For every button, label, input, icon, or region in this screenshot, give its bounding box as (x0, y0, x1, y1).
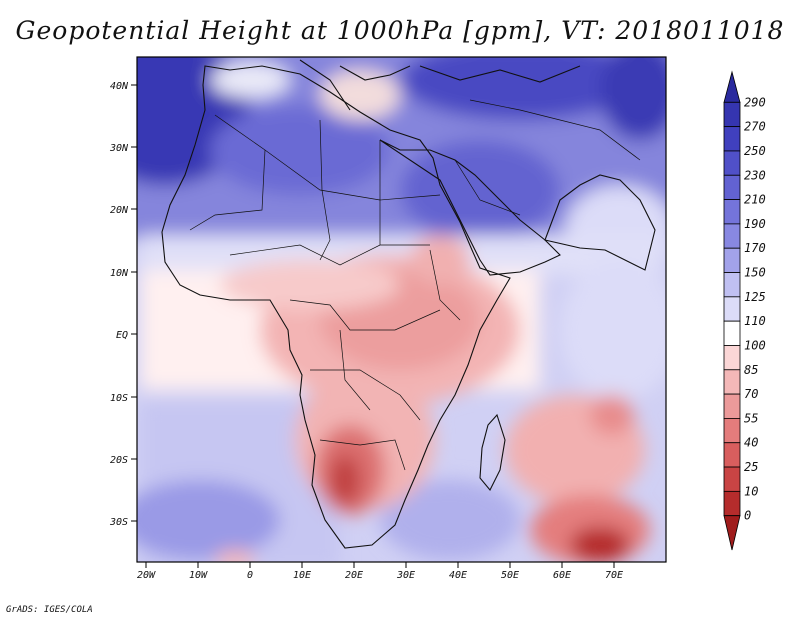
colorbar-swatch (723, 101, 741, 128)
africa-coastline (161, 59, 656, 549)
colorbar-label: 290 (744, 95, 766, 109)
colorbar-swatch (723, 70, 741, 103)
colorbar-label: 150 (744, 266, 766, 280)
y-tick-label: 40N (110, 81, 129, 92)
x-tick-label: 40E (449, 570, 467, 581)
colorbar-swatch (723, 272, 741, 298)
colorbar-swatch (723, 466, 741, 492)
colorbar-label: 55 (744, 411, 758, 425)
colorbar-swatch (723, 223, 741, 249)
y-tick-label: 20N (110, 205, 129, 216)
colorbar: 2902702502302101901701501251101008570554… (723, 70, 766, 551)
country-borders (189, 99, 641, 471)
map-frame (136, 56, 667, 563)
x-axis-labels: 20W 10W 0 10E 20E 30E 40E 50E 60E 70E (137, 570, 623, 581)
colorbar-swatch (723, 247, 741, 273)
y-tick-label: EQ (116, 330, 128, 341)
colorbar-label: 270 (744, 120, 766, 134)
colorbar-label: 70 (744, 387, 758, 401)
colorbar-label: 10 (744, 484, 758, 498)
x-tick-label: 30E (396, 570, 415, 581)
colorbar-swatch (723, 418, 741, 444)
x-tick-label: 50E (501, 570, 519, 581)
colorbar-swatch (723, 393, 741, 419)
x-tick-label: 60E (553, 570, 571, 581)
colorbar-swatch (723, 369, 741, 395)
colorbar-label: 100 (744, 338, 766, 352)
chart-title: Geopotential Height at 1000hPa [gpm], VT… (15, 16, 785, 45)
colorbar-swatch (723, 515, 741, 551)
colorbar-label: 125 (744, 290, 766, 304)
colorbar-label: 25 (744, 460, 758, 474)
colorbar-swatch (723, 320, 741, 346)
colorbar-label: 110 (744, 314, 766, 328)
colorbar-label: 210 (744, 193, 766, 207)
colorbar-swatch (723, 199, 741, 225)
x-tick-label: 70E (605, 570, 623, 581)
colorbar-label: 230 (744, 168, 766, 182)
x-tick-label: 20W (137, 570, 156, 581)
x-tick-label: 10E (293, 570, 311, 581)
colorbar-swatch (723, 126, 741, 152)
map-plot-area (137, 57, 666, 562)
colorbar-swatch (723, 345, 741, 371)
colorbar-swatch (723, 174, 741, 200)
y-axis-labels: 40N 30N 20N 10N EQ 10S 20S 30S (109, 81, 129, 528)
colorbar-label: 0 (744, 509, 751, 523)
colorbar-swatch (723, 442, 741, 468)
y-tick-label: 10N (110, 268, 129, 279)
x-tick-label: 0 (247, 570, 253, 581)
y-tick-label: 30N (109, 143, 129, 154)
x-tick-label: 20E (345, 570, 363, 581)
x-tick-label: 10W (189, 570, 208, 581)
y-tick-label: 10S (110, 393, 128, 404)
footer-credit: GrADS: IGES/COLA (6, 605, 93, 615)
y-tick-label: 30S (109, 517, 128, 528)
colorbar-label: 170 (744, 241, 766, 255)
colorbar-label: 85 (744, 363, 758, 377)
y-axis (131, 84, 137, 522)
colorbar-swatch (723, 296, 741, 322)
colorbar-label: 40 (744, 436, 758, 450)
x-axis (145, 562, 615, 568)
colorbar-swatch (723, 490, 741, 517)
colorbar-swatch (723, 150, 741, 176)
y-tick-label: 20S (110, 455, 128, 466)
colorbar-label: 190 (744, 217, 766, 231)
colorbar-label: 250 (744, 144, 766, 158)
